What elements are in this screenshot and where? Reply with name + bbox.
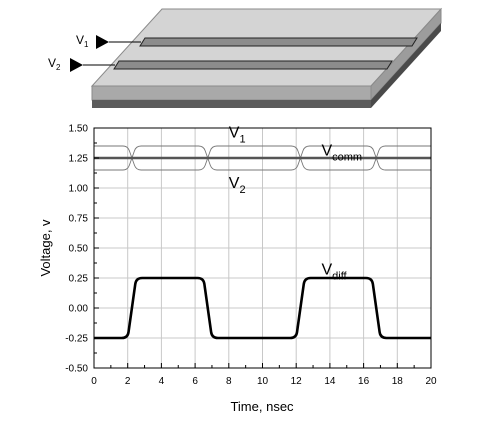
series-label-main: V: [321, 143, 332, 160]
y-tick-label: -0.50: [65, 364, 88, 375]
series-line-v1: [94, 145, 431, 171]
series-label-sub: 1: [239, 134, 245, 146]
input-arrow-1: [96, 35, 109, 49]
x-tick-label: 10: [257, 376, 269, 387]
input-arrow-2: [70, 58, 83, 72]
x-tick-label: 12: [291, 376, 303, 387]
series-label-sub: comm: [332, 152, 362, 164]
x-axis-label: Time, nsec: [230, 399, 294, 414]
x-tick-label: 2: [125, 376, 131, 387]
input-label-v2-main: V: [48, 56, 56, 70]
x-tick-label: 4: [159, 376, 165, 387]
pcb-board-diagram: V1 V2: [48, 7, 443, 108]
x-tick-label: 20: [425, 376, 437, 387]
y-tick-label: 1.25: [69, 154, 89, 165]
input-label-v1-sub: 1: [84, 40, 89, 49]
series-label-vdiff: Vdiff: [321, 261, 347, 282]
series-line-v2: [94, 145, 431, 171]
trace-2: [113, 60, 393, 70]
chart-ticks: 0 2 4 6 8 10 12 14 16 18 20-0.50-0.250.000.250.500…: [65, 124, 437, 388]
series-label-v2: V2: [229, 175, 246, 196]
series-label-sub: diff: [332, 270, 347, 282]
board-ground-plane-side: [371, 23, 441, 108]
x-tick-label: 6: [192, 376, 198, 387]
y-tick-label: 0.25: [69, 274, 89, 285]
y-axis-label: Voltage, v: [38, 219, 53, 277]
series-label-main: V: [229, 175, 240, 192]
input-label-v2-sub: 2: [56, 63, 61, 72]
series-label-main: V: [229, 125, 240, 142]
board-front-face: [91, 85, 372, 101]
x-tick-label: 8: [226, 376, 232, 387]
series-line-vdiff: [94, 276, 431, 340]
input-label-v2: V2: [48, 56, 61, 72]
x-tick-label: 16: [358, 376, 370, 387]
series-label-sub: 2: [239, 184, 245, 196]
series-label-vcomm: Vcomm: [321, 143, 362, 164]
board-ground-plane: [92, 100, 371, 108]
y-tick-label: 0.75: [69, 214, 89, 225]
x-tick-label: 0: [91, 376, 97, 387]
input-label-v1-main: V: [76, 33, 84, 47]
y-tick-label: 1.50: [69, 124, 89, 135]
series-label-v1: V1: [229, 125, 246, 146]
y-tick-label: 1.00: [69, 184, 89, 195]
voltage-chart: 0 2 4 6 8 10 12 14 16 18 20-0.50-0.250.000.250.500…: [38, 124, 437, 415]
y-tick-label: 0.50: [69, 244, 89, 255]
chart-series: [94, 145, 431, 340]
series-label-main: V: [321, 261, 332, 278]
input-label-v1: V1: [76, 33, 89, 49]
y-tick-label: -0.25: [65, 334, 88, 345]
trace-1: [139, 37, 418, 47]
y-tick-label: 0.00: [69, 304, 89, 315]
x-tick-label: 14: [324, 376, 336, 387]
x-tick-label: 18: [392, 376, 404, 387]
